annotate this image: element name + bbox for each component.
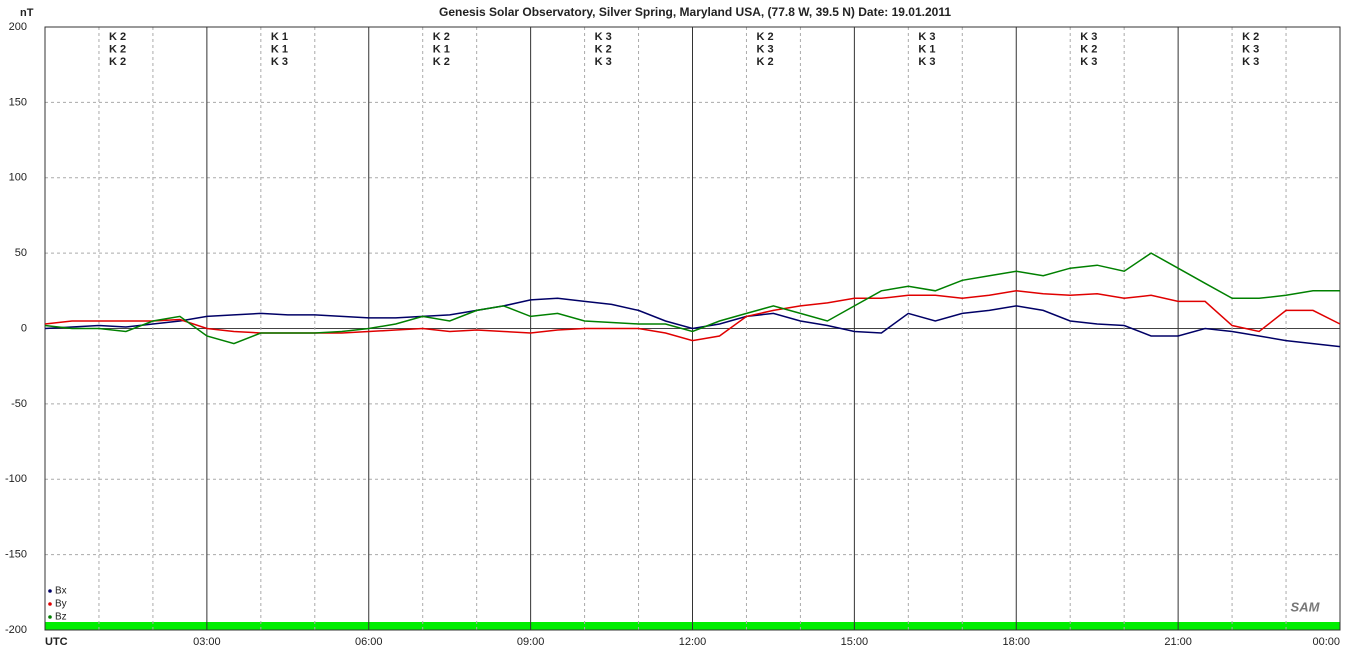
k-index: K 3 bbox=[1080, 56, 1097, 68]
k-index: K 3 bbox=[1242, 56, 1259, 68]
x-tick-label: 00:00 bbox=[1312, 636, 1340, 648]
y-tick-label: 200 bbox=[9, 21, 27, 33]
y-axis-unit: nT bbox=[20, 7, 34, 19]
x-tick-label: 21:00 bbox=[1164, 636, 1192, 648]
x-tick-label: 06:00 bbox=[355, 636, 383, 648]
legend-label: Bz bbox=[55, 612, 67, 623]
y-tick-label: -50 bbox=[11, 398, 27, 410]
k-index: K 3 bbox=[1080, 31, 1097, 43]
k-index: K 3 bbox=[757, 43, 774, 55]
legend-marker bbox=[48, 602, 52, 606]
k-index: K 2 bbox=[595, 43, 612, 55]
k-index: K 2 bbox=[1242, 31, 1259, 43]
logo: SAM bbox=[1291, 599, 1321, 614]
k-index: K 3 bbox=[918, 56, 935, 68]
k-index: K 3 bbox=[271, 56, 288, 68]
y-tick-label: 50 bbox=[15, 247, 27, 259]
x-tick-label: 18:00 bbox=[1002, 636, 1030, 648]
x-tick-label: 12:00 bbox=[679, 636, 707, 648]
x-tick-label: UTC bbox=[45, 636, 68, 648]
k-index: K 1 bbox=[271, 31, 288, 43]
y-tick-label: -100 bbox=[5, 473, 27, 485]
k-index: K 3 bbox=[595, 56, 612, 68]
chart-title: Genesis Solar Observatory, Silver Spring… bbox=[439, 5, 951, 19]
x-tick-label: 03:00 bbox=[193, 636, 221, 648]
k-index: K 1 bbox=[271, 43, 288, 55]
k-index: K 2 bbox=[757, 31, 774, 43]
legend-label: Bx bbox=[55, 586, 67, 597]
data-line bbox=[44, 297, 1341, 348]
k-index: K 3 bbox=[595, 31, 612, 43]
k-index: K 2 bbox=[1080, 43, 1097, 55]
k-index: K 3 bbox=[1242, 43, 1259, 55]
x-tick-label: 09:00 bbox=[517, 636, 545, 648]
data-line bbox=[44, 252, 1340, 345]
x-tick-label: 15:00 bbox=[841, 636, 869, 648]
y-tick-label: -150 bbox=[5, 549, 27, 561]
k-index: K 2 bbox=[433, 56, 450, 68]
y-tick-label: 100 bbox=[9, 172, 27, 184]
y-tick-label: 150 bbox=[9, 96, 27, 108]
k-index: K 2 bbox=[433, 31, 450, 43]
y-tick-label: 0 bbox=[21, 322, 27, 334]
k-index: K 3 bbox=[918, 31, 935, 43]
k-index: K 1 bbox=[918, 43, 935, 55]
k-index: K 2 bbox=[109, 31, 126, 43]
k-index: K 2 bbox=[109, 43, 126, 55]
k-index: K 2 bbox=[109, 56, 126, 68]
legend-marker bbox=[48, 615, 52, 619]
k-index: K 2 bbox=[757, 56, 774, 68]
legend-label: By bbox=[55, 599, 67, 610]
legend-marker bbox=[48, 589, 52, 593]
y-tick-label: -200 bbox=[5, 624, 27, 636]
k-index: K 1 bbox=[433, 43, 450, 55]
